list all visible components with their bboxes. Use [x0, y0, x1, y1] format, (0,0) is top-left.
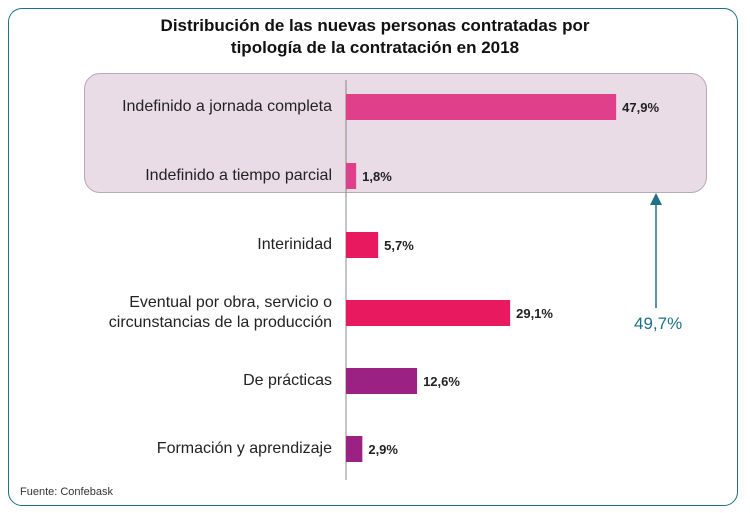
- chart-title: Distribución de las nuevas personas cont…: [0, 15, 750, 59]
- category-label-4: De prácticas: [243, 371, 332, 391]
- bars-group: [346, 94, 617, 462]
- category-label-3: Eventual por obra, servicio o circunstanc…: [109, 293, 332, 333]
- bar-5: [346, 436, 363, 462]
- value-label-2: 5,7%: [384, 238, 414, 253]
- category-label-5: Formación y aprendizaje: [157, 439, 332, 459]
- value-labels-group: 47,9% 1,8% 5,7% 29,1% 12,6% 2,9%: [362, 100, 659, 457]
- category-label-1-line-0: Indefinido a tiempo parcial: [145, 167, 332, 184]
- chart-frame: [8, 8, 738, 506]
- category-label-4-line-0: De prácticas: [243, 372, 332, 389]
- category-label-2: Interinidad: [257, 235, 332, 255]
- category-label-0: Indefinido a jornada completa: [122, 97, 332, 117]
- value-label-1: 1,8%: [362, 169, 392, 184]
- annotation-total-label: 49,7%: [634, 314, 683, 333]
- category-label-3-line-0: Eventual por obra, servicio o: [129, 294, 332, 311]
- annotation-arrow-head: [650, 193, 662, 205]
- bar-4: [346, 368, 418, 394]
- highlight-box: [84, 73, 707, 193]
- chart-title-line-2: tipología de la contratación en 2018: [230, 38, 520, 57]
- chart-title-line-1: Distribución de las nuevas personas cont…: [160, 16, 590, 35]
- category-label-2-line-0: Interinidad: [257, 236, 332, 253]
- value-label-3: 29,1%: [516, 306, 553, 321]
- bar-0: [346, 94, 617, 120]
- bar-2: [346, 232, 379, 258]
- category-label-5-line-0: Formación y aprendizaje: [156, 440, 332, 457]
- category-label-3-line-1: circunstancias de la producción: [108, 314, 332, 331]
- value-label-0: 47,9%: [622, 100, 659, 115]
- value-label-5: 2,9%: [368, 442, 398, 457]
- category-label-1: Indefinido a tiempo parcial: [145, 166, 332, 186]
- category-label-0-line-0: Indefinido a jornada completa: [122, 98, 332, 115]
- value-label-4: 12,6%: [423, 374, 460, 389]
- bar-3: [346, 300, 511, 326]
- bar-1: [346, 163, 357, 189]
- source-note: Fuente: Confebask: [20, 486, 113, 498]
